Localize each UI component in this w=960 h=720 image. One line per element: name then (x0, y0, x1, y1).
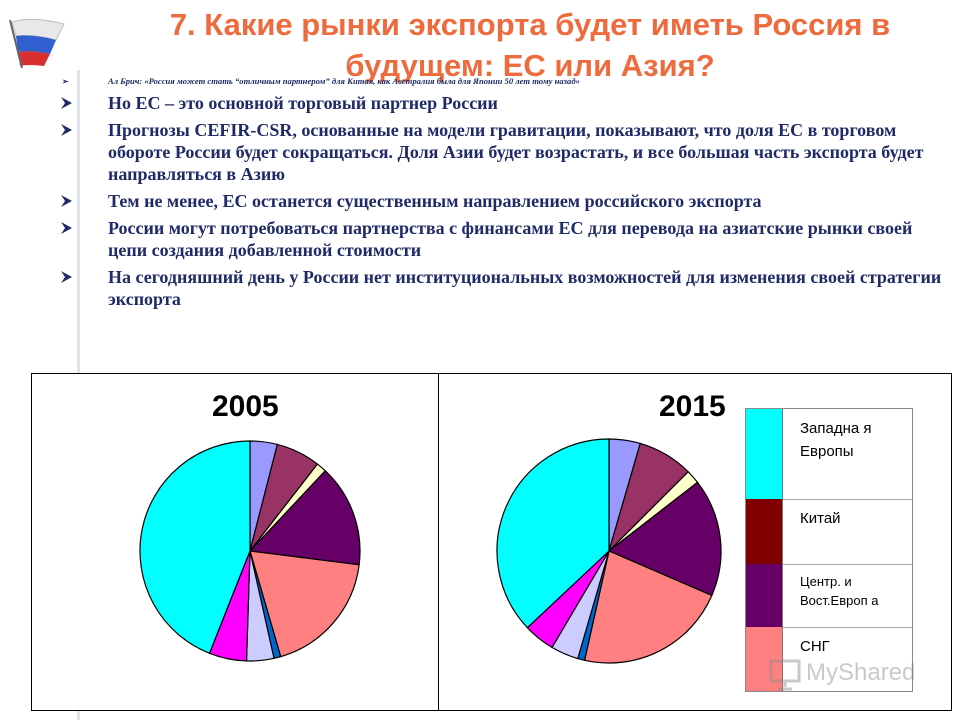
arrow-bullet-icon (61, 271, 72, 283)
legend-label: СНГ (800, 638, 830, 655)
legend-swatch (746, 627, 783, 691)
pie-slice-2015-3 (607, 481, 722, 597)
legend-label: Центр. и Вост.Европ а (800, 574, 879, 608)
quote-bullet-icon: ➢ (62, 77, 69, 86)
logo-icon (9, 18, 65, 69)
legend-label: Западна я Европы (800, 420, 872, 460)
arrow-bullet-icon (61, 97, 72, 109)
chart-title-2015: 2015 (659, 390, 726, 423)
bullet-text: Тем не менее, ЕС останется существенным … (108, 191, 762, 211)
chart-panel-2005: 2005 (31, 373, 440, 711)
pie-chart-2015 (496, 438, 722, 664)
bullet-text: Прогнозы CEFIR-CSR, основанные на модели… (108, 120, 924, 184)
pie-slice-2015-4 (583, 550, 713, 664)
bullet-item: На сегодняшний день у России нет институ… (60, 266, 950, 310)
pie-slice-2015-8 (496, 438, 610, 629)
bullet-item: Тем не менее, ЕС останется существенным … (60, 190, 950, 212)
pie-chart-2005 (139, 440, 361, 662)
arrow-bullet-icon (61, 124, 72, 136)
arrow-bullet-icon (61, 222, 72, 234)
legend-item-western-europe: Западна я Европы (746, 409, 912, 500)
legend-swatch (746, 564, 783, 627)
arrow-bullet-icon (61, 195, 72, 207)
bullet-list: Но ЕС – это основной торговый партнер Ро… (60, 92, 950, 315)
legend-label: Китай (800, 510, 841, 527)
bullet-item: Прогнозы CEFIR-CSR, основанные на модели… (60, 119, 950, 185)
watermark-text: MyShared (806, 659, 916, 686)
legend-item-cis: СНГ (746, 627, 912, 691)
watermark: MyShared (768, 655, 958, 695)
pie-slice-2005-8 (139, 440, 251, 655)
legend-item-china: Китай (746, 499, 912, 565)
legend-swatch (746, 409, 783, 499)
chart-title-2005: 2005 (212, 390, 279, 423)
pie-slice-2005-4 (249, 550, 360, 658)
presentation-icon (769, 659, 801, 691)
page-title: 7. Какие рынки экспорта будет иметь Росс… (169, 7, 891, 83)
bullet-item: Но ЕС – это основной торговый партнер Ро… (60, 92, 950, 114)
chart-legend: Западна я Европы Китай Центр. и Вост.Евр… (745, 408, 913, 692)
pie-slice-2005-3 (248, 469, 361, 566)
bullet-text: России могут потребоваться партнерства с… (108, 218, 913, 260)
legend-swatch (746, 499, 783, 564)
bullet-text: На сегодняшний день у России нет институ… (108, 267, 942, 309)
bullet-text: Но ЕС – это основной торговый партнер Ро… (108, 93, 498, 113)
bullet-item: России могут потребоваться партнерства с… (60, 217, 950, 261)
quote-text: Ал Брич: «Россия может стать “отличным п… (108, 76, 580, 86)
legend-item-central-eastern-europe: Центр. и Вост.Европ а (746, 564, 912, 628)
